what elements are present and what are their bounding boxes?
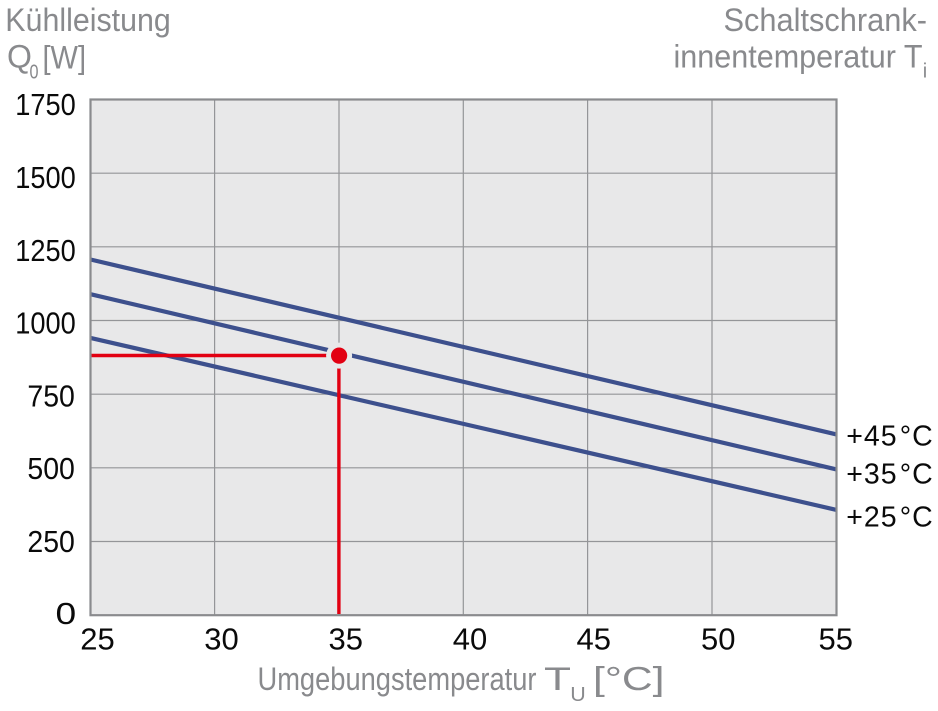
svg-text:0: 0 — [30, 61, 39, 83]
svg-text:1500: 1500 — [15, 161, 76, 195]
svg-text:40: 40 — [453, 622, 487, 657]
svg-text:[°C]: [°C] — [593, 660, 665, 697]
svg-text:45: 45 — [577, 622, 611, 657]
svg-text:25: 25 — [80, 622, 114, 657]
svg-text:1750: 1750 — [15, 88, 76, 122]
svg-text:55: 55 — [819, 622, 853, 657]
svg-text:500: 500 — [27, 452, 75, 486]
svg-text:Kühlleistung: Kühlleistung — [5, 2, 171, 38]
svg-text:+35°C: +35°C — [846, 459, 934, 491]
svg-text:+45°C: +45°C — [846, 421, 934, 453]
svg-text:1000: 1000 — [15, 307, 76, 341]
svg-text:30: 30 — [204, 622, 238, 657]
svg-text:Schaltschrank-: Schaltschrank- — [724, 2, 928, 38]
svg-text:Umgebungstemperatur: Umgebungstemperatur — [258, 661, 537, 697]
svg-text:[W]: [W] — [43, 40, 87, 76]
svg-text:0: 0 — [56, 597, 77, 631]
svg-text:i: i — [923, 61, 927, 83]
svg-text:U: U — [570, 684, 586, 706]
svg-text:Q: Q — [7, 39, 32, 75]
svg-text:35: 35 — [328, 622, 362, 657]
svg-text:750: 750 — [27, 379, 75, 413]
svg-text:+25°C: +25°C — [846, 502, 934, 534]
svg-text:innentemperatur T: innentemperatur T — [674, 39, 923, 75]
svg-text:1250: 1250 — [15, 234, 76, 268]
svg-text:50: 50 — [701, 622, 735, 657]
svg-text:250: 250 — [27, 525, 75, 559]
svg-text:T: T — [544, 661, 571, 697]
